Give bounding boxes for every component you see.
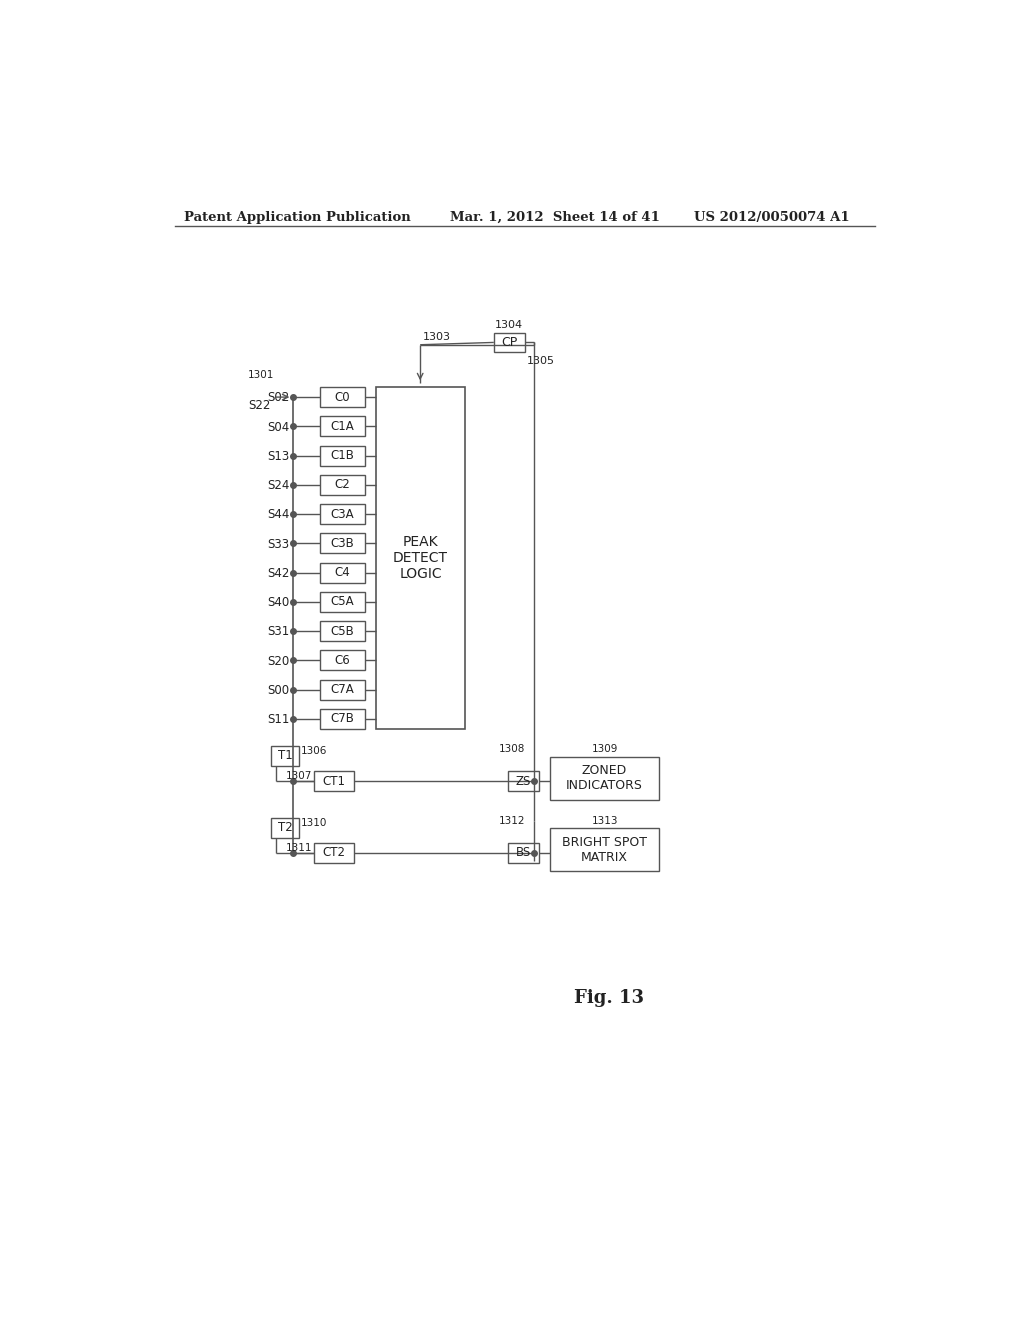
Text: C7A: C7A <box>331 684 354 696</box>
Text: S13: S13 <box>267 450 289 463</box>
Bar <box>321 622 366 642</box>
Text: C2: C2 <box>335 478 350 491</box>
Text: Mar. 1, 2012  Sheet 14 of 41: Mar. 1, 2012 Sheet 14 of 41 <box>450 211 659 224</box>
Text: 1311: 1311 <box>286 843 312 853</box>
Text: 1310: 1310 <box>301 817 328 828</box>
Text: ZONED
INDICATORS: ZONED INDICATORS <box>566 764 643 792</box>
Text: T2: T2 <box>278 821 293 834</box>
Bar <box>321 446 366 466</box>
Text: 1303: 1303 <box>423 333 452 342</box>
Bar <box>508 843 539 863</box>
Text: 1307: 1307 <box>286 771 312 781</box>
Text: 1312: 1312 <box>499 816 525 826</box>
Bar <box>550 756 658 800</box>
Bar <box>321 680 366 700</box>
Text: 1304: 1304 <box>496 321 523 330</box>
Bar <box>376 387 465 729</box>
Text: S44: S44 <box>267 508 289 521</box>
Text: 1309: 1309 <box>592 744 617 755</box>
Bar <box>508 771 539 792</box>
Bar <box>550 829 658 871</box>
Bar <box>321 475 366 495</box>
Text: BRIGHT SPOT
MATRIX: BRIGHT SPOT MATRIX <box>562 836 647 863</box>
Text: Fig. 13: Fig. 13 <box>573 989 643 1007</box>
Bar <box>321 709 366 729</box>
Text: BS: BS <box>516 846 530 859</box>
Text: S40: S40 <box>267 597 289 610</box>
Text: S22: S22 <box>248 399 270 412</box>
Text: S11: S11 <box>267 713 289 726</box>
Text: C1A: C1A <box>331 420 354 433</box>
Bar <box>314 771 354 792</box>
Bar <box>321 416 366 437</box>
Text: 1305: 1305 <box>527 355 555 366</box>
Text: C3B: C3B <box>331 537 354 550</box>
Text: S31: S31 <box>267 626 289 639</box>
Text: CT1: CT1 <box>323 775 346 788</box>
Text: C4: C4 <box>335 566 350 579</box>
Text: S33: S33 <box>267 537 289 550</box>
Text: CT2: CT2 <box>323 846 346 859</box>
Bar <box>321 533 366 553</box>
Text: C7B: C7B <box>331 713 354 726</box>
Text: 1306: 1306 <box>301 746 328 756</box>
Bar <box>314 843 354 863</box>
Text: 1308: 1308 <box>499 744 525 755</box>
Text: C0: C0 <box>335 391 350 404</box>
Bar <box>271 746 299 766</box>
Text: C6: C6 <box>335 653 350 667</box>
Bar <box>321 562 366 582</box>
Text: C5B: C5B <box>331 624 354 638</box>
Text: S00: S00 <box>267 684 289 697</box>
Bar <box>321 591 366 612</box>
Text: S42: S42 <box>267 566 289 579</box>
Text: US 2012/0050074 A1: US 2012/0050074 A1 <box>693 211 849 224</box>
Bar <box>321 387 366 407</box>
Bar <box>494 333 524 351</box>
Text: T1: T1 <box>278 750 293 763</box>
Text: ZS: ZS <box>515 775 530 788</box>
Text: CP: CP <box>501 335 517 348</box>
Text: S20: S20 <box>267 655 289 668</box>
Text: C1B: C1B <box>331 449 354 462</box>
Text: 1301: 1301 <box>248 370 274 380</box>
Text: S24: S24 <box>267 479 289 492</box>
Text: C3A: C3A <box>331 508 354 520</box>
Text: S04: S04 <box>267 421 289 434</box>
Text: PEAK
DETECT
LOGIC: PEAK DETECT LOGIC <box>393 535 449 581</box>
Text: 1313: 1313 <box>592 816 617 826</box>
Text: C5A: C5A <box>331 595 354 609</box>
Bar <box>271 817 299 838</box>
Bar <box>321 651 366 671</box>
Text: S02: S02 <box>267 391 289 404</box>
Bar <box>321 504 366 524</box>
Text: Patent Application Publication: Patent Application Publication <box>183 211 411 224</box>
